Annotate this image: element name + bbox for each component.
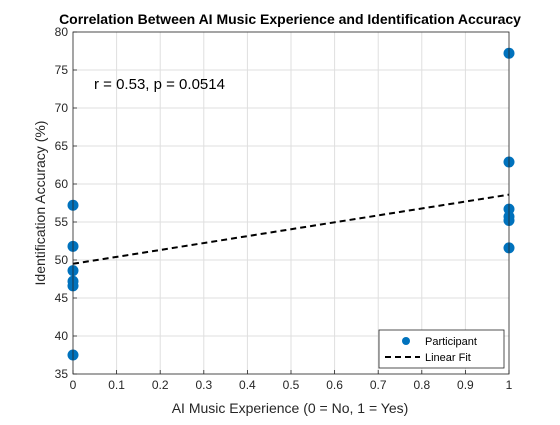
y-tick-label: 45: [55, 291, 69, 305]
x-axis-label: AI Music Experience (0 = No, 1 = Yes): [172, 400, 409, 416]
y-tick-label: 80: [55, 25, 69, 39]
x-axis-ticks: 0 0.1 0.2 0.3 0.4 0.5 0.6 0.7 0.8 0.9 1: [70, 370, 513, 392]
x-tick-label: 0.6: [326, 378, 343, 392]
legend-box: [378, 329, 505, 369]
x-tick-label: 0.5: [283, 378, 300, 392]
legend-label-participant: Participant: [425, 336, 477, 348]
correlation-annotation: r = 0.53, p = 0.0514: [94, 76, 225, 93]
x-tick-label: 0.1: [108, 378, 125, 392]
x-tick-label: 0: [70, 378, 77, 392]
x-tick-label: 0.9: [457, 378, 474, 392]
legend-label-linear-fit: Linear Fit: [425, 352, 471, 364]
y-tick-label: 50: [55, 253, 69, 267]
x-tick-label: 1: [506, 378, 513, 392]
y-tick-label: 60: [55, 177, 69, 191]
fit-layer: [72, 193, 510, 265]
y-tick-label: 65: [55, 139, 69, 153]
x-tick-label: 0.7: [370, 378, 387, 392]
y-axis-label: Identification Accuracy (%): [32, 121, 48, 286]
legend-marker-participant: [402, 337, 410, 345]
x-tick-label: 0.2: [152, 378, 169, 392]
y-tick-label: 40: [55, 329, 69, 343]
chart-title: Correlation Between AI Music Experience …: [59, 11, 521, 27]
x-tick-label: 0.4: [239, 378, 256, 392]
x-tick-label: 0.3: [195, 378, 212, 392]
x-tick-label: 0.8: [413, 378, 430, 392]
legend: Participant Linear Fit: [378, 329, 505, 369]
linear-fit-line: [72, 193, 510, 265]
y-tick-label: 35: [55, 367, 69, 381]
y-tick-label: 70: [55, 101, 69, 115]
y-tick-label: 75: [55, 63, 69, 77]
y-tick-label: 55: [55, 215, 69, 229]
y-axis-ticks: 35 40 45 50 55 60 65 70 75 80: [55, 25, 77, 381]
